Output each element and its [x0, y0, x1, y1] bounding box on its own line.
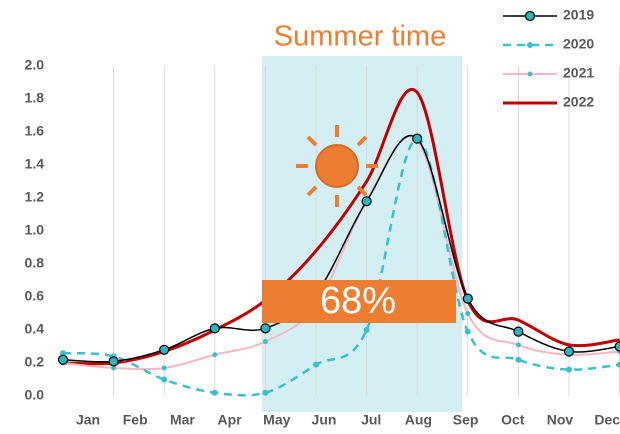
percent-label: 68%	[320, 280, 396, 322]
y-tick-label: 1.2	[25, 189, 45, 205]
point	[465, 311, 471, 316]
legend-label: 2020	[563, 36, 594, 52]
point	[161, 365, 167, 371]
legend-label: 2022	[563, 94, 594, 110]
point	[412, 133, 423, 144]
x-tick-label: Oct	[501, 412, 525, 428]
point	[212, 352, 218, 358]
x-tick-label: Aug	[405, 412, 432, 428]
y-tick-label: 1.6	[25, 123, 45, 139]
point	[108, 356, 119, 367]
point	[60, 350, 66, 357]
summer-highlight	[262, 56, 462, 412]
point	[361, 196, 372, 207]
y-tick-label: 1.8	[25, 90, 45, 106]
point	[262, 339, 268, 345]
y-tick-label: 0.2	[25, 354, 45, 370]
point	[515, 342, 521, 348]
point	[462, 293, 473, 304]
legend-marker	[524, 10, 536, 22]
x-tick-label: Jun	[312, 412, 337, 428]
y-tick-label: 1.0	[25, 222, 45, 238]
legend: 2019 2020 2021 2022	[503, 7, 594, 110]
point	[111, 365, 117, 371]
x-tick-label: Feb	[123, 412, 148, 428]
point	[313, 361, 319, 368]
y-tick-label: 0.6	[25, 288, 45, 304]
x-tick-label: Sep	[453, 412, 479, 428]
sun-icon	[296, 125, 378, 207]
legend-marker	[527, 42, 533, 48]
point	[57, 354, 69, 365]
point	[616, 361, 620, 368]
legend-label: 2019	[563, 7, 594, 23]
point	[464, 328, 471, 335]
point	[614, 341, 620, 352]
point	[161, 376, 168, 383]
y-tick-label: 0.4	[25, 321, 45, 337]
y-tick-label: 0.0	[25, 387, 45, 403]
point	[363, 327, 370, 333]
y-tick-label: 2.0	[25, 57, 45, 73]
x-tick-label: Dec	[594, 412, 620, 428]
x-tick-label: Mar	[170, 412, 195, 428]
x-tick-label: Jul	[361, 412, 381, 428]
summer-label: Summer time	[274, 21, 446, 53]
y-tick-label: 0.8	[25, 255, 45, 271]
point	[563, 346, 575, 357]
point	[262, 389, 269, 396]
point	[211, 389, 218, 396]
x-tick-label: Jan	[76, 412, 100, 428]
point	[159, 344, 170, 355]
percent-box	[262, 280, 456, 323]
legend-marker	[527, 71, 533, 77]
point	[515, 356, 522, 363]
grid	[113, 66, 620, 396]
x-tick-label: Nov	[547, 412, 574, 428]
x-tick-label: May	[263, 412, 290, 428]
y-tick-label: 1.4	[25, 156, 45, 172]
point	[513, 326, 524, 337]
point	[566, 366, 572, 373]
x-tick-label: Apr	[218, 412, 243, 428]
legend-label: 2021	[563, 65, 594, 81]
point	[260, 323, 271, 334]
point	[209, 323, 220, 334]
